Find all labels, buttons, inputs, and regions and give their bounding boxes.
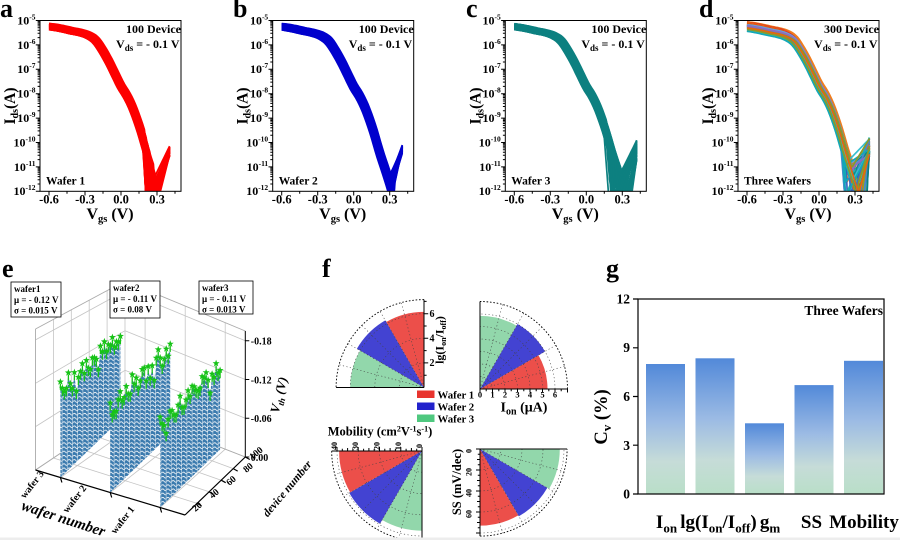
svg-text:e: e xyxy=(2,254,14,283)
svg-text:SS (mV/dec): SS (mV/dec) xyxy=(450,449,464,515)
svg-text:-0.06: -0.06 xyxy=(251,414,272,425)
svg-text:10: 10 xyxy=(394,442,403,450)
svg-text:5: 5 xyxy=(540,390,544,400)
svg-text:Vgs (V): Vgs (V) xyxy=(552,206,599,225)
svg-text:40: 40 xyxy=(465,489,474,497)
svg-text:4: 4 xyxy=(528,390,533,400)
svg-text:0: 0 xyxy=(478,390,482,400)
svg-text:0.0: 0.0 xyxy=(346,193,362,207)
svg-text:0.0: 0.0 xyxy=(811,193,827,207)
svg-text:wafer3: wafer3 xyxy=(202,283,229,293)
svg-text:-0.12: -0.12 xyxy=(251,375,272,386)
svg-text:0: 0 xyxy=(415,444,424,448)
svg-text:d: d xyxy=(699,0,714,23)
svg-text:-0.6: -0.6 xyxy=(737,193,757,207)
svg-text:Ids(A): Ids(A) xyxy=(700,87,719,124)
svg-text:Mobility: Mobility xyxy=(829,512,899,533)
svg-text:Wafer 3: Wafer 3 xyxy=(511,176,550,188)
svg-text:100 Device: 100 Device xyxy=(126,22,182,36)
svg-text:0: 0 xyxy=(465,449,474,453)
svg-text:Vgs (V): Vgs (V) xyxy=(319,206,366,225)
svg-text:100 Device: 100 Device xyxy=(359,22,415,36)
svg-text:Wafer 1: Wafer 1 xyxy=(438,389,475,401)
svg-text:σ = 0.015 V: σ = 0.015 V xyxy=(14,306,58,316)
svg-text:Wafer 2: Wafer 2 xyxy=(438,401,475,413)
svg-text:-0.6: -0.6 xyxy=(272,193,292,207)
svg-text:f: f xyxy=(322,254,331,283)
svg-text:0.3: 0.3 xyxy=(847,193,863,207)
svg-text:100 Device: 100 Device xyxy=(591,22,647,36)
svg-text:1: 1 xyxy=(490,390,494,400)
svg-text:σ = 0.08 V: σ = 0.08 V xyxy=(113,305,153,315)
svg-text:-0.3: -0.3 xyxy=(75,193,95,207)
svg-text:a: a xyxy=(0,0,13,23)
svg-text:wafer2: wafer2 xyxy=(113,283,140,293)
svg-text:60: 60 xyxy=(465,510,474,518)
svg-text:-0.3: -0.3 xyxy=(540,193,560,207)
svg-text:Three Wafers: Three Wafers xyxy=(804,303,883,318)
svg-text:Mobility (cm2V-1s-1): Mobility (cm2V-1s-1) xyxy=(328,425,433,439)
svg-text:300 Device: 300 Device xyxy=(824,22,880,36)
svg-text:Vgs (V): Vgs (V) xyxy=(86,206,133,225)
svg-text:40: 40 xyxy=(330,442,339,450)
svg-text:Wafer 3: Wafer 3 xyxy=(438,413,475,425)
svg-text:-0.3: -0.3 xyxy=(308,193,328,207)
svg-text:Ids(A): Ids(A) xyxy=(235,87,254,124)
svg-text:20: 20 xyxy=(465,468,474,476)
svg-text:-0.6: -0.6 xyxy=(39,193,59,207)
svg-text:0.0: 0.0 xyxy=(578,193,594,207)
svg-text:b: b xyxy=(233,0,247,23)
svg-text:0.3: 0.3 xyxy=(382,193,398,207)
svg-text:g: g xyxy=(606,254,619,283)
svg-text:c: c xyxy=(466,0,478,23)
svg-text:3: 3 xyxy=(623,438,630,453)
svg-text:μ = - 0.11 V: μ = - 0.11 V xyxy=(113,294,157,304)
svg-text:Ids(A): Ids(A) xyxy=(2,87,21,124)
svg-text:Vds = - 0.1 V: Vds = - 0.1 V xyxy=(349,37,413,53)
svg-text:Three Wafers: Three Wafers xyxy=(744,176,811,188)
svg-text:Wafer 2: Wafer 2 xyxy=(279,176,318,188)
svg-text:0: 0 xyxy=(623,487,630,502)
svg-text:-0.3: -0.3 xyxy=(773,193,793,207)
svg-text:Wafer 1: Wafer 1 xyxy=(46,176,85,188)
svg-text:-0.6: -0.6 xyxy=(504,193,524,207)
svg-text:2: 2 xyxy=(430,358,435,369)
svg-text:12: 12 xyxy=(617,292,631,307)
svg-text:6: 6 xyxy=(553,390,557,400)
svg-text:Ids(A): Ids(A) xyxy=(467,87,486,124)
svg-text:0.0: 0.0 xyxy=(113,193,129,207)
svg-text:SS: SS xyxy=(801,512,822,533)
svg-text:2: 2 xyxy=(503,390,507,400)
svg-text:0.3: 0.3 xyxy=(149,193,165,207)
svg-text:-0.18: -0.18 xyxy=(251,337,272,348)
svg-text:Cv (%): Cv (%) xyxy=(592,389,614,444)
svg-text:4: 4 xyxy=(430,334,435,345)
svg-text:μ = - 0.12 V: μ = - 0.12 V xyxy=(14,295,59,305)
svg-text:6: 6 xyxy=(430,309,435,320)
svg-text:9: 9 xyxy=(623,340,630,355)
svg-text:0.00: 0.00 xyxy=(251,453,268,464)
svg-text:20: 20 xyxy=(373,442,382,450)
svg-text:μ = - 0.11 V: μ = - 0.11 V xyxy=(202,294,246,304)
svg-text:σ = 0.013 V: σ = 0.013 V xyxy=(202,305,246,315)
svg-text:6: 6 xyxy=(623,389,630,404)
svg-text:30: 30 xyxy=(351,442,360,450)
svg-text:Vgs (V): Vgs (V) xyxy=(784,206,831,225)
svg-text:wafer1: wafer1 xyxy=(14,284,41,294)
svg-text:0.3: 0.3 xyxy=(614,193,630,207)
svg-text:3: 3 xyxy=(515,390,519,400)
